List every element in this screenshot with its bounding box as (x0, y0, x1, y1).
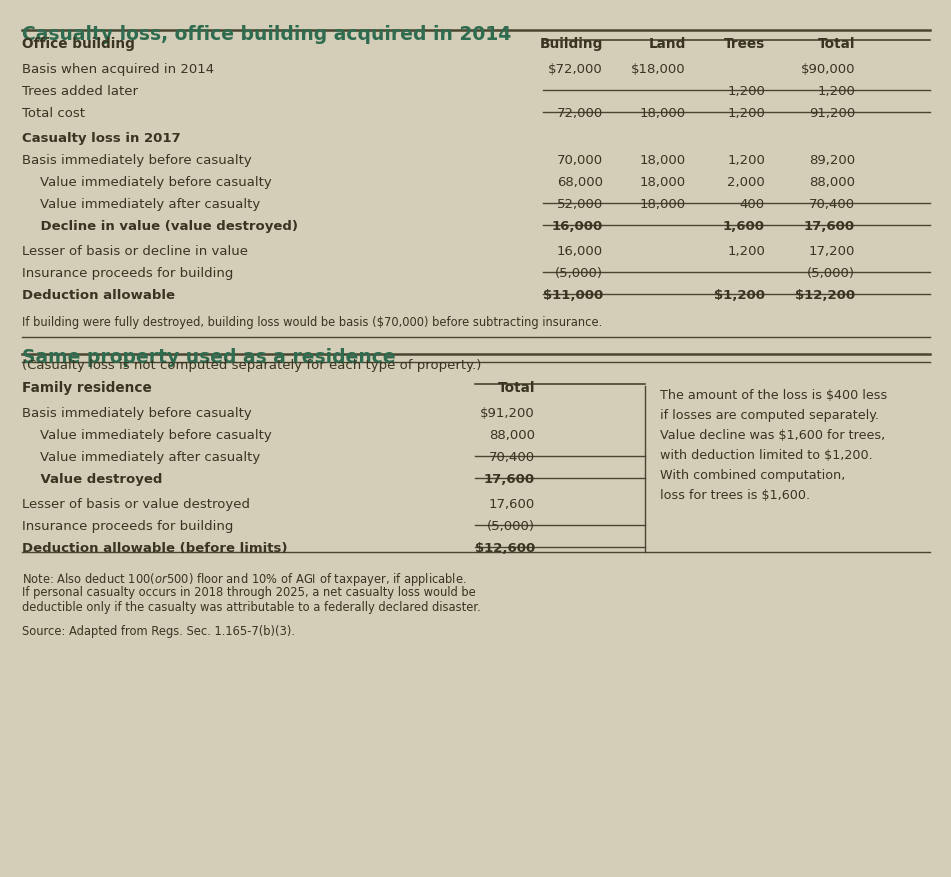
Text: Deduction allowable: Deduction allowable (22, 289, 175, 302)
Text: 88,000: 88,000 (489, 429, 535, 441)
Text: $90,000: $90,000 (801, 63, 855, 76)
Text: Casualty loss, office building acquired in 2014: Casualty loss, office building acquired … (22, 25, 512, 44)
Text: 2,000: 2,000 (728, 175, 765, 189)
Text: 1,200: 1,200 (728, 107, 765, 120)
Text: Value immediately after casualty: Value immediately after casualty (40, 198, 261, 210)
Text: Value immediately before casualty: Value immediately before casualty (40, 429, 272, 441)
Text: $72,000: $72,000 (548, 63, 603, 76)
Text: Note: Also deduct $100 (or $500) floor and 10% of AGI of taxpayer, if applicable: Note: Also deduct $100 (or $500) floor a… (22, 570, 467, 588)
Text: Office building: Office building (22, 37, 135, 51)
Text: deductible only if the casualty was attributable to a federally declared disaste: deductible only if the casualty was attr… (22, 601, 481, 613)
Text: Value immediately before casualty: Value immediately before casualty (40, 175, 272, 189)
Text: 1,600: 1,600 (723, 220, 765, 232)
Text: $12,600: $12,600 (475, 541, 535, 554)
Text: 18,000: 18,000 (640, 198, 686, 210)
Text: Insurance proceeds for building: Insurance proceeds for building (22, 519, 233, 532)
Text: 18,000: 18,000 (640, 153, 686, 167)
Text: 17,200: 17,200 (808, 245, 855, 258)
Text: 18,000: 18,000 (640, 107, 686, 120)
Text: Deduction allowable (before limits): Deduction allowable (before limits) (22, 541, 287, 554)
Text: Lesser of basis or value destroyed: Lesser of basis or value destroyed (22, 497, 250, 510)
Text: Casualty loss in 2017: Casualty loss in 2017 (22, 132, 181, 145)
Text: 52,000: 52,000 (556, 198, 603, 210)
FancyBboxPatch shape (4, 4, 947, 873)
Text: Trees added later: Trees added later (22, 85, 138, 98)
Text: 1,200: 1,200 (728, 153, 765, 167)
Text: $91,200: $91,200 (480, 407, 535, 419)
Text: Value destroyed: Value destroyed (22, 473, 163, 486)
Text: If building were fully destroyed, building loss would be basis ($70,000) before : If building were fully destroyed, buildi… (22, 316, 602, 329)
Text: Building: Building (539, 37, 603, 51)
Text: Decline in value (value destroyed): Decline in value (value destroyed) (22, 220, 298, 232)
Text: Source: Adapted from Regs. Sec. 1.165-7(b)(3).: Source: Adapted from Regs. Sec. 1.165-7(… (22, 624, 295, 638)
Text: 70,400: 70,400 (489, 451, 535, 463)
Text: If personal casualty occurs in 2018 through 2025, a net casualty loss would be: If personal casualty occurs in 2018 thro… (22, 585, 475, 598)
Text: $18,000: $18,000 (631, 63, 686, 76)
Text: 17,600: 17,600 (489, 497, 535, 510)
Text: (Casualty loss is not computed separately for each type of property.): (Casualty loss is not computed separatel… (22, 359, 481, 372)
Text: (5,000): (5,000) (807, 267, 855, 280)
Text: (5,000): (5,000) (555, 267, 603, 280)
Text: (5,000): (5,000) (487, 519, 535, 532)
Text: if losses are computed separately.: if losses are computed separately. (660, 409, 879, 422)
Text: 17,600: 17,600 (804, 220, 855, 232)
Text: 1,200: 1,200 (728, 245, 765, 258)
Text: Total cost: Total cost (22, 107, 85, 120)
Text: 400: 400 (740, 198, 765, 210)
Text: Total: Total (497, 381, 535, 395)
Text: 70,000: 70,000 (557, 153, 603, 167)
Text: Family residence: Family residence (22, 381, 152, 395)
Text: With combined computation,: With combined computation, (660, 468, 845, 481)
Text: 70,400: 70,400 (809, 198, 855, 210)
Text: Same property used as a residence: Same property used as a residence (22, 347, 396, 367)
Text: with deduction limited to $1,200.: with deduction limited to $1,200. (660, 448, 873, 461)
Text: 16,000: 16,000 (552, 220, 603, 232)
Text: Trees: Trees (724, 37, 765, 51)
Text: $1,200: $1,200 (714, 289, 765, 302)
Text: 16,000: 16,000 (557, 245, 603, 258)
Text: 1,200: 1,200 (728, 85, 765, 98)
Text: loss for trees is $1,600.: loss for trees is $1,600. (660, 488, 810, 502)
Text: 1,200: 1,200 (817, 85, 855, 98)
Text: 91,200: 91,200 (808, 107, 855, 120)
Text: 72,000: 72,000 (556, 107, 603, 120)
Text: Total: Total (818, 37, 855, 51)
Text: Basis when acquired in 2014: Basis when acquired in 2014 (22, 63, 214, 76)
Text: $12,200: $12,200 (795, 289, 855, 302)
Text: 17,600: 17,600 (484, 473, 535, 486)
Text: The amount of the loss is $400 less: The amount of the loss is $400 less (660, 389, 887, 402)
Text: Value immediately after casualty: Value immediately after casualty (40, 451, 261, 463)
Text: Basis immediately before casualty: Basis immediately before casualty (22, 153, 252, 167)
Text: 18,000: 18,000 (640, 175, 686, 189)
Text: Land: Land (649, 37, 686, 51)
Text: 88,000: 88,000 (809, 175, 855, 189)
Text: Value decline was $1,600 for trees,: Value decline was $1,600 for trees, (660, 429, 885, 441)
Text: Insurance proceeds for building: Insurance proceeds for building (22, 267, 233, 280)
Text: Basis immediately before casualty: Basis immediately before casualty (22, 407, 252, 419)
Text: Lesser of basis or decline in value: Lesser of basis or decline in value (22, 245, 248, 258)
Text: 68,000: 68,000 (557, 175, 603, 189)
Text: $11,000: $11,000 (543, 289, 603, 302)
Text: 89,200: 89,200 (809, 153, 855, 167)
